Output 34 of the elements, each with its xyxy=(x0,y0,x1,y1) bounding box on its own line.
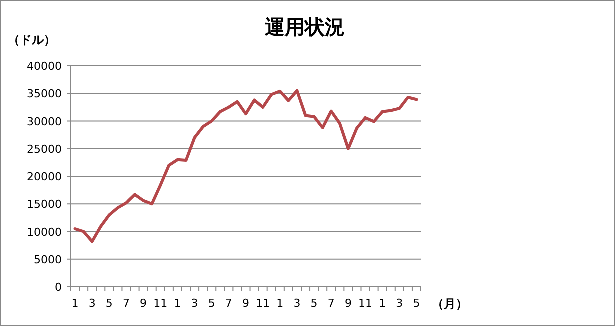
y-tick-label: 25000 xyxy=(27,142,62,156)
x-tick-label: 11 xyxy=(154,297,168,310)
line-series xyxy=(74,89,418,244)
y-tick-label: 0 xyxy=(55,281,62,294)
x-tick-label: 7 xyxy=(225,297,232,310)
x-tick-label: 7 xyxy=(328,297,335,310)
x-tick-label: 11 xyxy=(256,297,270,310)
y-tick-label: 40000 xyxy=(27,60,62,73)
x-tick-label: 3 xyxy=(294,297,301,310)
x-tick-label: 5 xyxy=(208,297,216,310)
y-tick-label: 15000 xyxy=(27,198,62,212)
x-tick-label: 5 xyxy=(413,297,420,310)
y-tick-label: 5000 xyxy=(34,253,62,266)
x-tick-label: 3 xyxy=(88,297,96,310)
chart-title: 運用状況 xyxy=(264,15,345,39)
x-tick-label: 5 xyxy=(310,297,318,310)
y-tick-label: 20000 xyxy=(27,170,62,184)
x-axis-title: （月） xyxy=(432,297,468,311)
x-tick-label: 9 xyxy=(140,297,148,310)
x-tick-label: 1 xyxy=(276,297,284,310)
x-tick-label: 1 xyxy=(174,297,182,310)
x-tick-label: 9 xyxy=(344,297,352,310)
y-tick-label: 10000 xyxy=(27,226,62,239)
y-tick-label: 30000 xyxy=(27,115,62,128)
x-tick-label: 9 xyxy=(242,297,250,310)
x-tick-label: 7 xyxy=(122,297,130,310)
y-axis-title: （ドル） xyxy=(8,33,56,47)
x-tick-label: 3 xyxy=(396,297,404,310)
x-tick-label: 1 xyxy=(72,297,79,310)
x-tick-label: 3 xyxy=(191,297,198,310)
x-tick-label: 5 xyxy=(106,297,113,310)
x-tick-label: 1 xyxy=(379,297,386,310)
y-tick-label: 35000 xyxy=(27,88,62,101)
x-tick-label: 11 xyxy=(358,297,373,310)
